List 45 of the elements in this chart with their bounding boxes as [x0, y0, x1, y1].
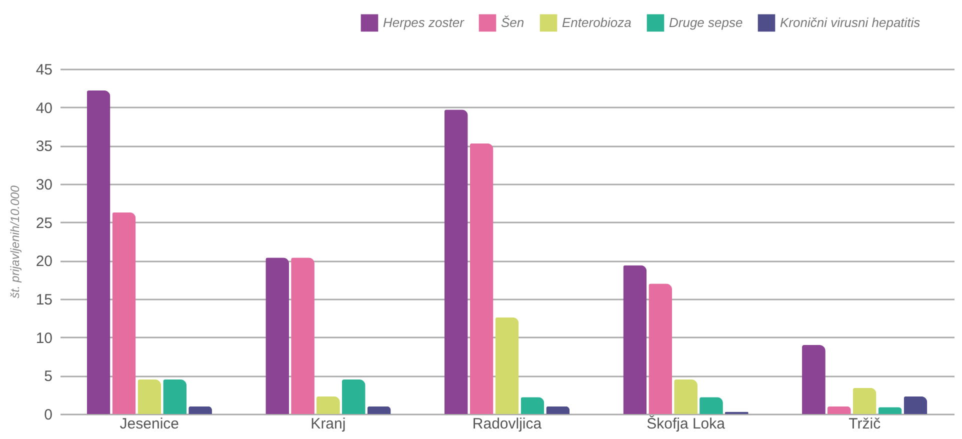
bar [623, 265, 647, 414]
bar [904, 396, 928, 414]
legend-label: Kronični virusni hepatitis [780, 14, 921, 30]
bar [316, 396, 340, 414]
x-tick-label: Tržič [848, 416, 882, 432]
legend-label: Enterobioza [562, 14, 632, 30]
bar [852, 388, 876, 414]
y-tick-label: 45 [36, 62, 52, 78]
bar [802, 345, 826, 414]
bar [138, 380, 162, 414]
bar [470, 143, 494, 414]
y-tick-label: 30 [36, 176, 52, 194]
y-tick-label: 5 [44, 368, 52, 386]
bar [342, 380, 366, 414]
bar [648, 284, 672, 414]
bar [188, 406, 212, 414]
x-tick-label: Jesenice [120, 416, 179, 432]
bar [878, 407, 902, 414]
bar [163, 380, 187, 414]
bar [86, 90, 110, 414]
bar [112, 212, 136, 414]
y-tick-label: 20 [36, 253, 52, 270]
bar [520, 397, 544, 414]
bar [700, 397, 723, 414]
y-tick-label: 25 [36, 214, 52, 232]
bar [367, 406, 391, 414]
legend-label: Herpes zoster [383, 14, 465, 30]
x-tick-label: Škofja Loka [646, 414, 726, 432]
bar [674, 380, 698, 414]
bar [495, 317, 519, 414]
y-tick-label: 10 [36, 330, 52, 347]
legend-label: Druge sepse [669, 14, 743, 30]
bar [444, 110, 468, 414]
x-tick-label: Kranj [310, 416, 346, 432]
bar [546, 406, 570, 414]
y-tick-label: 40 [36, 100, 52, 117]
bar [266, 258, 290, 414]
y-axis-title: št. prijavljenih/10.000 [8, 185, 22, 298]
bar [291, 258, 314, 414]
legend-label: Šen [501, 14, 524, 30]
y-tick-label: 35 [36, 138, 52, 156]
y-tick-label: 15 [36, 292, 52, 308]
x-tick-label: Radovljica [472, 416, 542, 432]
y-tick-label: 0 [44, 406, 52, 424]
bar [827, 406, 851, 414]
